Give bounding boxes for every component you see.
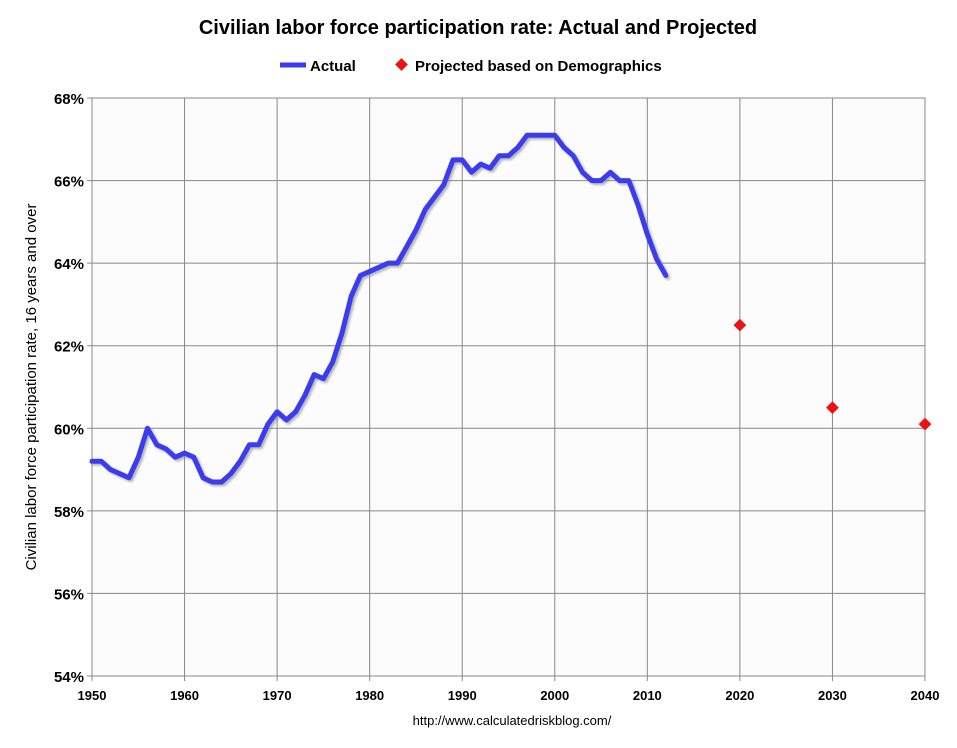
plot-area <box>91 97 926 677</box>
y-tick-label: 60% <box>54 421 84 438</box>
y-axis-label: Civilian labor force participation rate,… <box>23 204 40 571</box>
y-axis: 54% 56% 58% 60% 62% 64% 66% 68% <box>54 91 84 686</box>
x-tick-label: 1960 <box>170 688 199 703</box>
grid <box>87 97 926 681</box>
source-url: http://www.calculatedriskblog.com/ <box>413 713 612 728</box>
x-tick-label: 2030 <box>818 688 847 703</box>
x-tick-label: 1950 <box>78 688 107 703</box>
legend-actual-label: Actual <box>310 58 356 75</box>
x-axis: 1950 1960 1970 1980 1990 2000 2010 2020 2030 2040 <box>78 688 940 703</box>
y-tick-label: 56% <box>54 586 84 603</box>
actual-series-line <box>89 132 669 485</box>
x-tick-label: 2010 <box>633 688 662 703</box>
y-tick-label: 54% <box>54 669 84 686</box>
y-tick-label: 64% <box>54 256 84 273</box>
y-tick-label: 68% <box>54 91 84 108</box>
legend-projected-swatch <box>395 58 408 71</box>
y-tick-label: 66% <box>54 174 84 191</box>
legend-projected-label: Projected based on Demographics <box>415 58 662 75</box>
x-tick-label: 2040 <box>911 688 940 703</box>
legend: Actual Projected based on Demographics <box>280 58 662 75</box>
x-tick-label: 2020 <box>725 688 754 703</box>
y-tick-label: 58% <box>54 504 84 521</box>
x-tick-label: 1990 <box>448 688 477 703</box>
x-tick-label: 1970 <box>263 688 292 703</box>
chart-title: Civilian labor force participation rate:… <box>199 17 757 39</box>
x-tick-label: 2000 <box>540 688 569 703</box>
y-tick-label: 62% <box>54 339 84 356</box>
x-tick-label: 1980 <box>355 688 384 703</box>
